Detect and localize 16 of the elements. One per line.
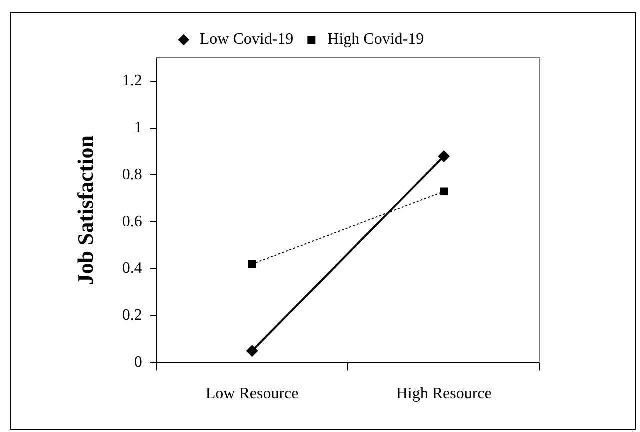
y-tick-label: 0.2: [122, 307, 142, 324]
x-tick-label: Low Resource: [206, 386, 299, 403]
x-tick-label: High Resource: [396, 386, 492, 403]
y-tick-label: 0.6: [122, 213, 142, 230]
y-tick-label: 0.4: [122, 260, 142, 278]
y-tick-label: 0: [134, 354, 142, 372]
point: [248, 260, 256, 268]
point: [440, 188, 448, 196]
y-tick-label: 0.8: [122, 166, 142, 184]
point: [246, 345, 258, 358]
y-tick-label: 1: [134, 120, 142, 137]
legend-label: High Covid-19: [328, 31, 424, 48]
y-tick-label: 1.2: [122, 72, 142, 90]
point: [438, 150, 450, 162]
legend-label: Low Covid-19: [200, 31, 294, 48]
y-axis-title: Job Satisfaction: [72, 136, 98, 286]
